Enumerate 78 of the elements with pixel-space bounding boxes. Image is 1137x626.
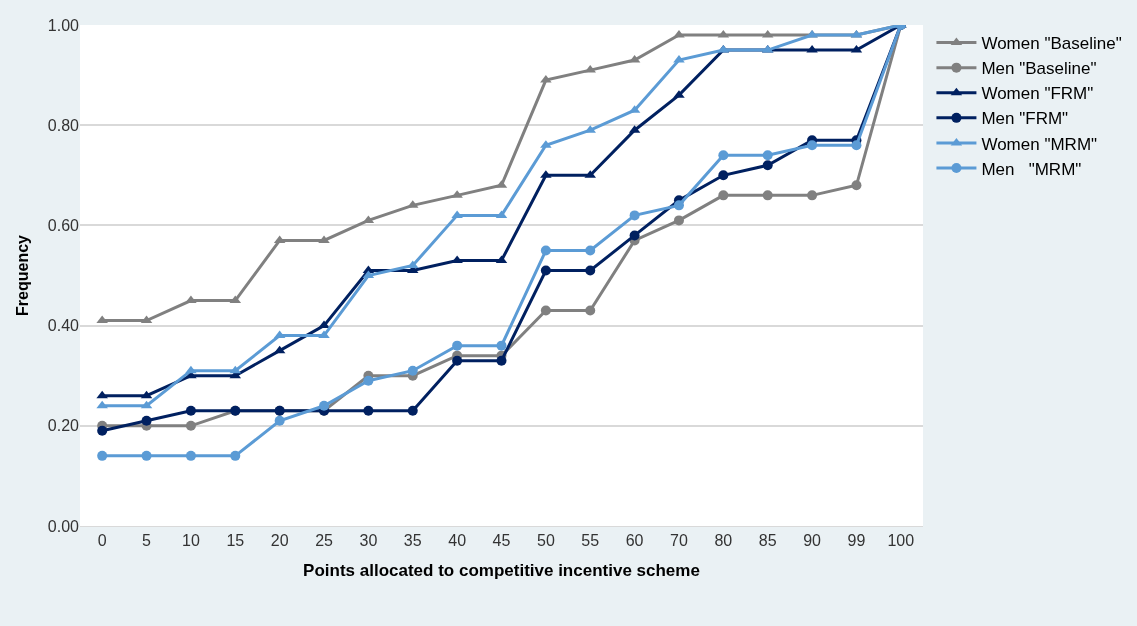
point (540, 265, 551, 276)
x-tick-label: 20 (270, 532, 289, 550)
y-tick-label: 0.60 (47, 217, 80, 234)
x-tick-label: 45 (492, 532, 511, 550)
legend-label: Men "FRM" (981, 109, 1069, 129)
x-tick-label: 25 (315, 532, 334, 550)
x-tick-label: 35 (403, 532, 422, 550)
point (585, 305, 596, 316)
point (318, 320, 330, 329)
point (629, 230, 640, 241)
x-tick-label: 5 (142, 532, 152, 550)
point (673, 200, 684, 211)
y-tick-label: 0.40 (47, 317, 80, 335)
point (96, 315, 108, 324)
x-tick-label: 50 (536, 532, 555, 550)
x-tick-label: 85 (758, 532, 777, 550)
point (452, 355, 463, 366)
point (185, 295, 197, 304)
point (585, 265, 596, 276)
point (540, 245, 551, 256)
point (407, 405, 418, 416)
legend-label: Women "FRM" (981, 84, 1094, 104)
point (496, 340, 507, 351)
point (718, 170, 729, 181)
x-axis-title: Points allocated to competitive incentive scheme (303, 560, 700, 580)
point (96, 390, 108, 399)
x-tick-label: 0 (97, 532, 107, 550)
legend-label: Men "Baseline" (981, 59, 1097, 79)
legend-label: Men "MRM" (981, 159, 1082, 179)
point (141, 450, 152, 461)
point (230, 450, 241, 461)
point (363, 405, 374, 416)
point (407, 365, 418, 376)
point (762, 190, 773, 201)
point (185, 450, 196, 461)
x-tick-label: 70 (670, 532, 688, 550)
y-axis-title: Frequency (13, 234, 31, 316)
x-tick-label: 40 (448, 532, 467, 550)
point (185, 420, 196, 431)
x-tick-label: 55 (581, 532, 600, 550)
point (97, 450, 108, 461)
point (185, 365, 197, 374)
point (673, 215, 684, 226)
point (496, 355, 507, 366)
x-tick-label: 99 (847, 532, 866, 550)
point (452, 340, 463, 351)
point (97, 425, 108, 436)
point (629, 210, 640, 221)
x-tick-label: 60 (625, 532, 644, 550)
point (96, 400, 108, 409)
x-tick-label: 15 (226, 532, 245, 550)
point (141, 415, 152, 426)
point (318, 330, 330, 339)
x-tick-label: 90 (803, 532, 822, 550)
y-tick-label: 1.00 (47, 16, 80, 34)
point (762, 160, 773, 171)
legend-label: Women "MRM" (981, 134, 1098, 154)
x-tick-label: 10 (182, 532, 200, 550)
y-tick-label: 0.80 (47, 116, 80, 134)
legend-label: Women "Baseline" (981, 34, 1122, 54)
point (851, 140, 862, 151)
point (319, 400, 330, 411)
point (718, 190, 729, 201)
point (807, 140, 818, 151)
point (762, 150, 773, 161)
point (185, 405, 196, 416)
x-tick-label: 30 (359, 532, 378, 550)
y-tick-label: 0.00 (47, 517, 80, 535)
x-tick-label: 100 (887, 532, 915, 550)
point (851, 180, 862, 191)
point (363, 375, 374, 386)
point (718, 150, 729, 161)
point (585, 245, 596, 256)
point (807, 190, 818, 201)
y-tick-label: 0.20 (47, 417, 80, 435)
point (540, 305, 551, 316)
x-tick-label: 80 (714, 532, 733, 550)
point (274, 415, 285, 426)
